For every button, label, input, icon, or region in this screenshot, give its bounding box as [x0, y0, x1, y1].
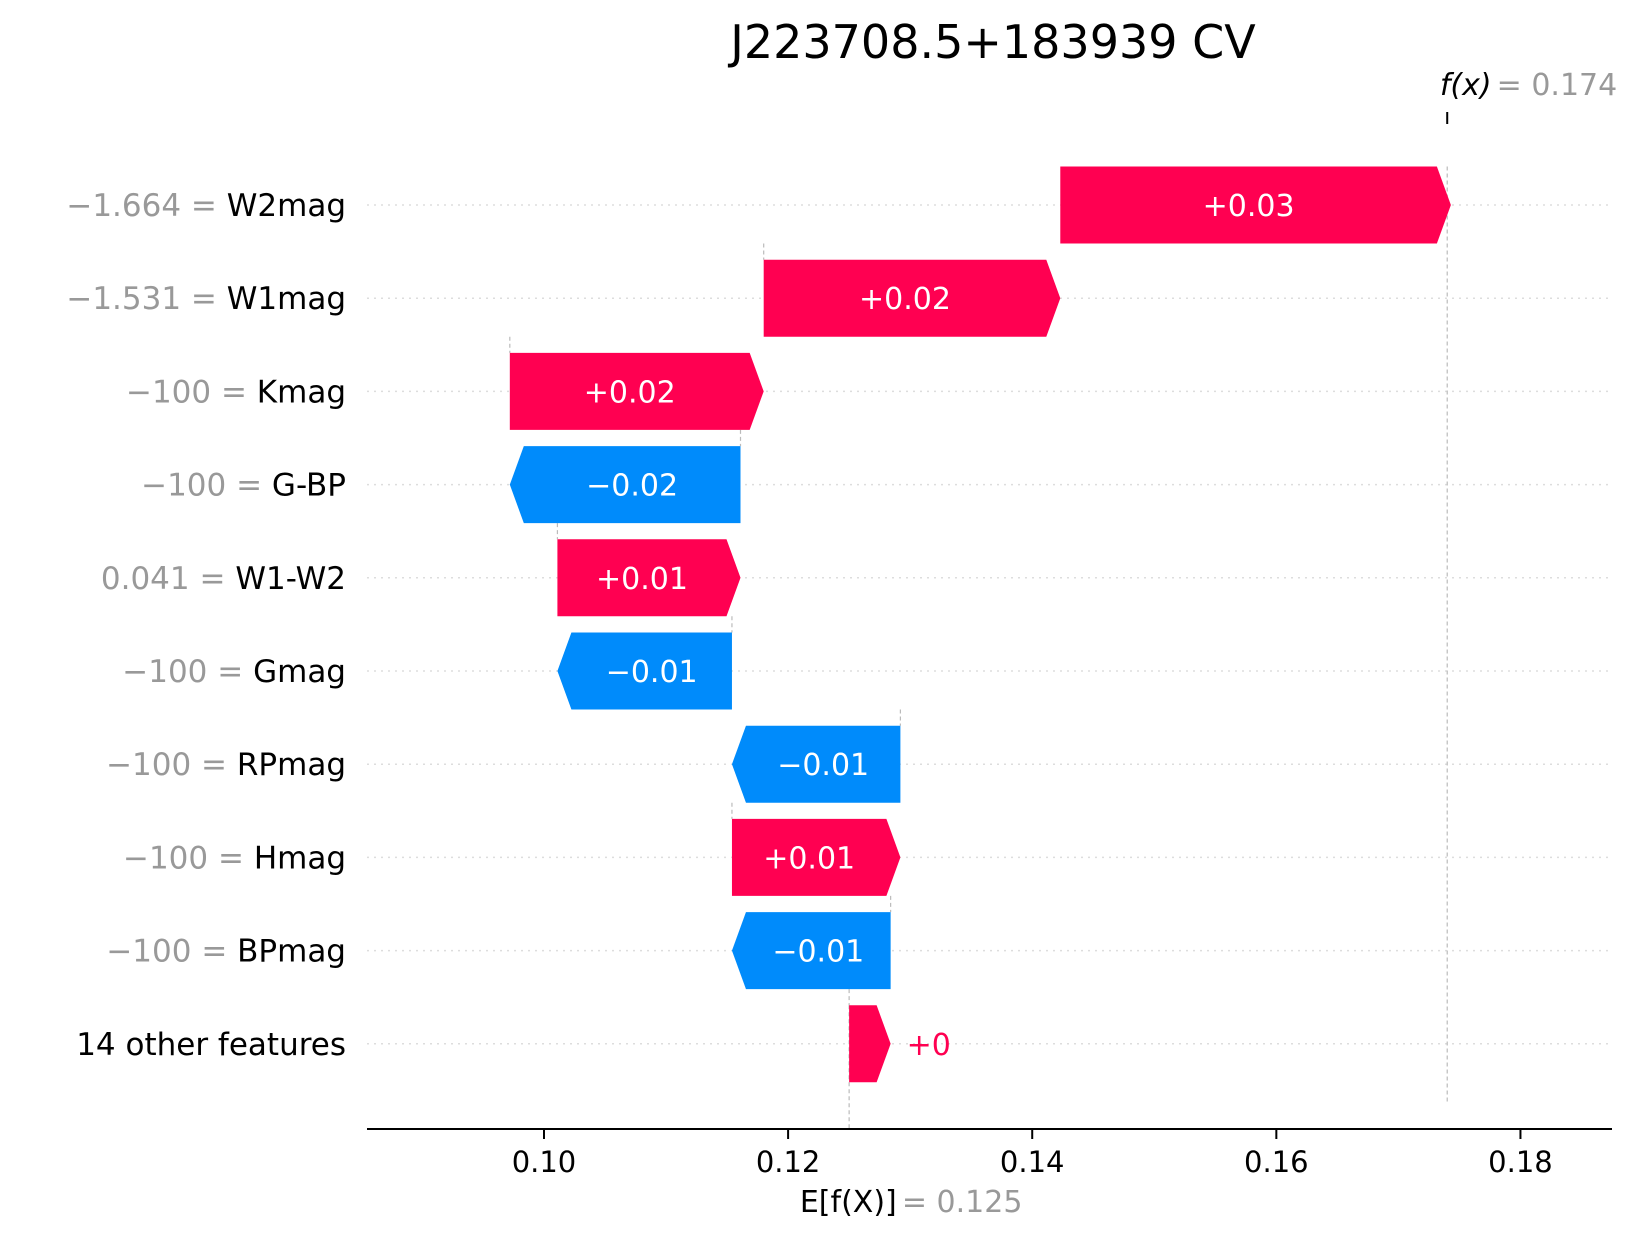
final-value-text: f(x) = 0.174 — [1440, 68, 1617, 103]
feature-label: 14 other features — [76, 1027, 346, 1063]
base-value-text: E[f(X)] = 0.125 — [800, 1185, 1023, 1220]
feature-name: BPmag — [237, 934, 346, 970]
feature-name: G-BP — [272, 468, 346, 504]
bar-value-label: +0.01 — [596, 562, 688, 597]
negative-bar — [509, 446, 741, 524]
bar-value-label: +0.02 — [859, 282, 951, 317]
negative-bar — [731, 912, 891, 990]
final-value-eq: = — [1497, 68, 1532, 103]
bar-value-label: −0.01 — [606, 655, 698, 690]
negative-bar — [557, 632, 732, 710]
bar-value-label: +0.01 — [763, 841, 855, 876]
bar-value-label: +0.02 — [584, 375, 676, 410]
bar-value-label: −0.01 — [772, 935, 864, 970]
feature-value: 0.041 = — [101, 561, 235, 597]
bar-value-label: −0.02 — [586, 469, 678, 504]
feature-value: −100 = — [122, 654, 253, 690]
x-tick-label: 0.12 — [756, 1145, 821, 1179]
positive-bar — [849, 1005, 891, 1083]
x-axis-ticks: 0.10 0.12 0.14 0.16 0.18 — [512, 1129, 1553, 1179]
base-value-number: 0.125 — [937, 1185, 1023, 1220]
feature-value: −1.531 = — [66, 281, 226, 317]
feature-value: −100 = — [123, 840, 254, 876]
positive-bar — [557, 539, 741, 617]
feature-name: W1mag — [227, 281, 346, 317]
chart-title: J223708.5+183939 CV — [727, 15, 1256, 69]
feature-value: −100 = — [141, 468, 272, 504]
feature-name: 14 other features — [76, 1027, 346, 1063]
feature-label: −100 = BPmag — [106, 934, 346, 970]
feature-name: Kmag — [257, 374, 346, 410]
feature-value: −100 = — [106, 747, 237, 783]
feature-label: −100 = Gmag — [122, 654, 346, 690]
feature-label: −100 = Kmag — [126, 374, 346, 410]
base-value-label: E[f(X)] — [800, 1185, 897, 1220]
x-tick-label: 0.14 — [1000, 1145, 1065, 1179]
final-value-annotation: f(x) = 0.174 — [1440, 68, 1617, 124]
feature-label: −100 = G-BP — [141, 468, 346, 504]
x-tick-label: 0.10 — [512, 1145, 577, 1179]
final-value-number: 0.174 — [1531, 68, 1617, 103]
negative-bar — [731, 725, 901, 803]
feature-value: −1.664 = — [66, 188, 226, 224]
feature-label: 0.041 = W1-W2 — [101, 561, 346, 597]
feature-name: Gmag — [253, 654, 346, 690]
feature-label: −1.531 = W1mag — [66, 281, 346, 317]
feature-name: Hmag — [254, 840, 346, 876]
positive-bar — [763, 259, 1061, 337]
feature-label: −100 = Hmag — [123, 840, 346, 876]
final-value-label: f(x) — [1440, 68, 1492, 103]
positive-bar — [1060, 166, 1451, 244]
feature-name: W1-W2 — [235, 561, 346, 597]
connector-lines — [509, 166, 1448, 1129]
positive-bar — [509, 352, 764, 430]
base-value-annotation: E[f(X)] = 0.125 — [800, 1185, 1023, 1220]
x-tick-label: 0.18 — [1488, 1145, 1553, 1179]
feature-label: −1.664 = W2mag — [66, 188, 346, 224]
bars: +0.03 +0.02 +0.02 −0.02 +0.01 −0.01 −0.01 +0.01… — [509, 166, 1451, 1083]
bar-value-label: +0 — [907, 1028, 951, 1063]
feature-value: −100 = — [106, 934, 237, 970]
feature-label: −100 = RPmag — [106, 747, 346, 783]
feature-value: −100 = — [126, 374, 257, 410]
base-value-eq: = — [902, 1185, 937, 1220]
feature-name: RPmag — [237, 747, 346, 783]
bar-value-label: −0.01 — [777, 748, 869, 783]
row-labels: −1.664 = W2mag−1.531 = W1mag−100 = Kmag−… — [66, 188, 346, 1063]
positive-bar — [731, 818, 901, 896]
feature-name: W2mag — [227, 188, 346, 224]
bar-value-label: +0.03 — [1203, 189, 1295, 224]
x-tick-label: 0.16 — [1244, 1145, 1309, 1179]
